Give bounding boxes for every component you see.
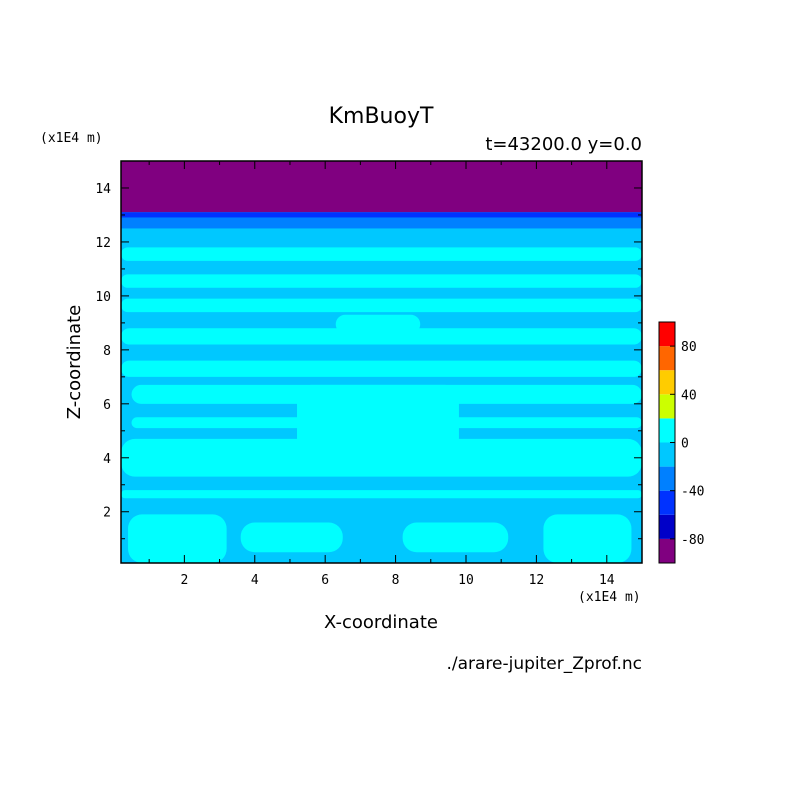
colorbar-swatch: [659, 490, 675, 515]
colorbar-tick-label: 80: [681, 340, 697, 355]
positive-region: [121, 328, 642, 345]
x-tick-label: 8: [392, 573, 400, 588]
chart-subtitle: t=43200.0 y=0.0: [485, 134, 642, 155]
y-tick-label: 14: [95, 182, 111, 197]
positive-region: [121, 298, 642, 313]
colorbar-tick-label: -80: [681, 533, 704, 548]
colorbar: 80 40 0 -40 -80: [658, 321, 704, 564]
colorbar-swatch: [659, 442, 675, 467]
colorbar-tick-label: 40: [681, 388, 697, 403]
value-band: [121, 212, 642, 218]
positive-region: [121, 247, 642, 261]
y-tick-label: 10: [95, 290, 111, 305]
colorbar-swatch: [659, 394, 675, 419]
colorbar-swatch: [659, 514, 675, 539]
colorbar-swatch: [659, 322, 675, 347]
positive-region: [121, 360, 642, 377]
colorbar-tick-label: -40: [681, 485, 704, 500]
x-tick-label: 2: [180, 573, 188, 588]
x-unit-label: (x1E4 m): [578, 590, 641, 605]
chart-title: KmBuoyT: [329, 104, 434, 129]
y-tick-label: 4: [103, 452, 111, 467]
y-axis-title: Z-coordinate: [64, 305, 85, 420]
positive-region: [543, 514, 632, 563]
source-file-label: ./arare-jupiter_Zprof.nc: [446, 654, 642, 674]
positive-region: [335, 314, 421, 334]
colorbar-swatch: [659, 538, 675, 563]
colorbar-swatch: [659, 466, 675, 491]
y-tick-label: 2: [103, 506, 111, 521]
plot-area: [120, 160, 643, 564]
value-band: [121, 161, 642, 213]
x-tick-label: 6: [321, 573, 329, 588]
x-tick-label: 12: [529, 573, 545, 588]
colorbar-swatch: [659, 418, 675, 443]
x-axis-title: X-coordinate: [324, 612, 438, 633]
y-unit-label: (x1E4 m): [40, 131, 103, 146]
positive-region: [121, 274, 642, 288]
positive-region: [121, 490, 642, 499]
positive-region: [128, 514, 227, 563]
colorbar-swatch: [659, 370, 675, 395]
y-tick-label: 6: [103, 398, 111, 413]
plot-frame: [120, 160, 643, 564]
y-axis: 2 4 6 8 10 12 14: [95, 182, 642, 540]
x-tick-label: 4: [251, 573, 259, 588]
x-tick-label: 14: [599, 573, 615, 588]
positive-region: [297, 384, 459, 464]
positive-region: [240, 522, 343, 553]
y-tick-label: 8: [103, 344, 111, 359]
positive-region: [402, 522, 509, 553]
colorbar-swatch: [659, 346, 675, 371]
x-axis: 2 4 6 8 10 12 14: [148, 161, 615, 588]
y-tick-label: 12: [95, 236, 111, 251]
x-tick-label: 10: [458, 573, 474, 588]
value-band: [121, 217, 642, 229]
colorbar-tick-label: 0: [681, 437, 689, 452]
